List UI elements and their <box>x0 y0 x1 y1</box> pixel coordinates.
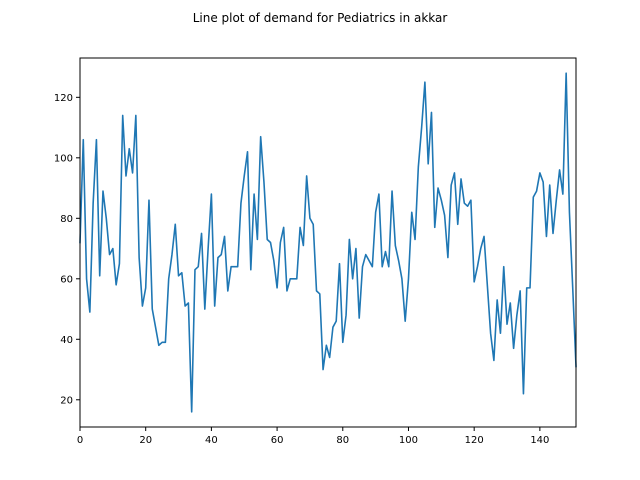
series-line-0 <box>79 72 577 413</box>
x-tick-label: 80 <box>336 435 349 446</box>
y-tick-label: 60 <box>60 274 73 285</box>
y-tick-label: 120 <box>54 93 73 104</box>
y-tick-label: 40 <box>60 335 73 346</box>
chart-title: Line plot of demand for Pediatrics in ak… <box>193 11 448 25</box>
y-tick-label: 80 <box>60 214 73 225</box>
x-tick-label: 20 <box>139 435 152 446</box>
x-tick-label: 120 <box>465 435 484 446</box>
x-tick-label: 40 <box>205 435 218 446</box>
x-tick-label: 60 <box>271 435 284 446</box>
plot-area: 0 20 40 60 80 100 120 140 20 40 60 80 100 120 <box>54 57 577 446</box>
y-tick-label: 20 <box>60 395 73 406</box>
x-tick-label: 100 <box>399 435 418 446</box>
axes-frame <box>79 57 577 428</box>
x-tick-label: 0 <box>77 435 83 446</box>
y-tick-label: 100 <box>54 153 73 164</box>
x-tick-label: 140 <box>530 435 549 446</box>
